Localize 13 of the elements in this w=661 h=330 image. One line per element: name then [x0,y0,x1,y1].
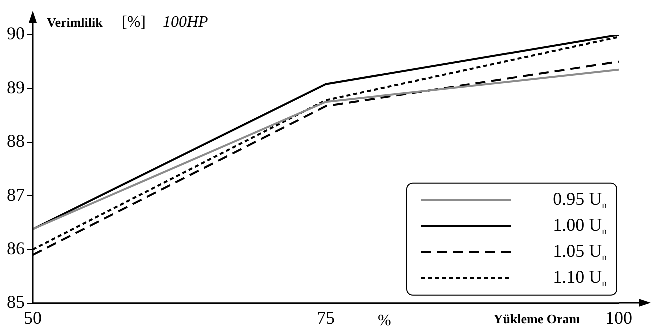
text: % [378,312,392,330]
text: Verimlilik [%] [47,14,146,31]
y-tick-label: 85 [7,292,25,312]
chart-title: 100HP [163,14,209,31]
y-tick-label: 87 [7,184,25,205]
y-tick-label: 86 [7,238,25,258]
x-tick-label: 100 [606,308,632,328]
x-tick-label: 75 [317,308,335,328]
y-tick-label: 90 [7,24,25,44]
y-tick-label: 89 [7,77,25,98]
x-tick-label: 50 [24,308,42,328]
x-axis-title: Yükleme Oranı [494,311,580,326]
y-tick-label: 88 [7,131,25,152]
